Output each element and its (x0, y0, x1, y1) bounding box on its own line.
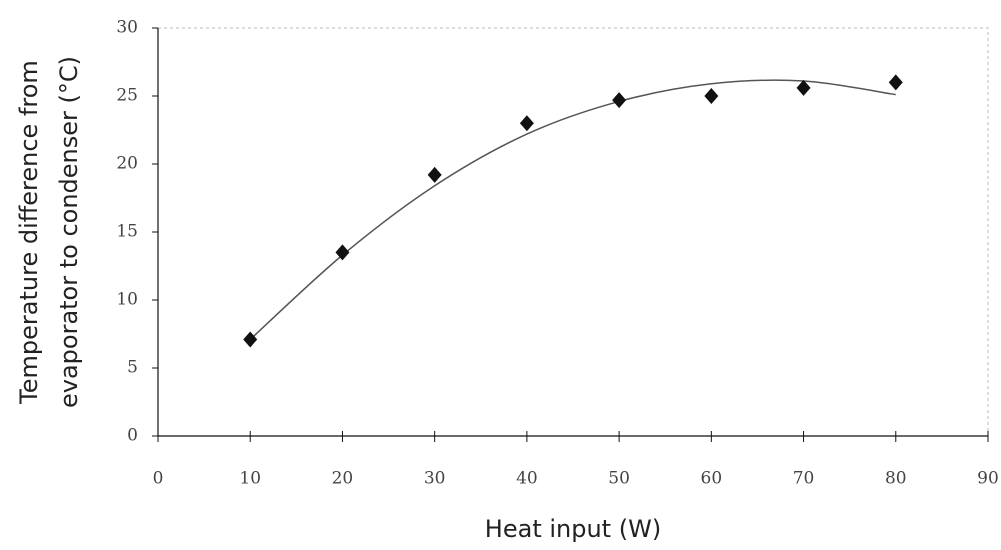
y-tick-label: 10 (116, 290, 138, 310)
marker (704, 88, 719, 104)
x-tick-label: 30 (424, 469, 446, 489)
trend-line (249, 79, 896, 340)
y-tick-label: 5 (127, 358, 138, 378)
x-tick-label: 10 (239, 469, 261, 489)
y-axis-label: Temperature difference from (15, 60, 43, 405)
x-tick-label: 70 (793, 469, 815, 489)
marker (796, 79, 811, 96)
x-tick-label: 50 (608, 469, 630, 489)
y-tick-label: 25 (116, 86, 138, 106)
marker (427, 166, 442, 183)
y-tick-label: 30 (116, 18, 138, 38)
marker (519, 115, 534, 132)
y-tick-label: 0 (127, 426, 138, 446)
marker (335, 244, 350, 261)
x-tick-label: 60 (701, 469, 723, 489)
x-tick-label: 0 (153, 469, 164, 489)
marker (612, 92, 627, 109)
marker (243, 331, 258, 348)
x-tick-label: 40 (516, 469, 538, 489)
x-axis-label: Heat input (W) (485, 515, 661, 543)
y-axis-label: evaporator to condenser (°C) (55, 56, 83, 408)
y-tick-label: 20 (116, 154, 138, 174)
marker (888, 74, 903, 91)
x-tick-label: 20 (332, 469, 354, 489)
y-tick-label: 15 (116, 222, 138, 242)
x-tick-label: 90 (977, 469, 999, 489)
x-tick-label: 80 (885, 469, 907, 489)
